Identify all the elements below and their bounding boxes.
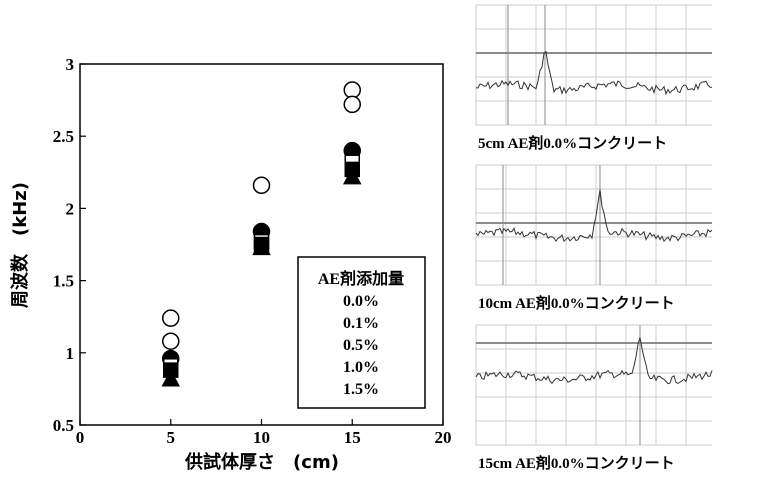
legend-label: 0.1% [343,315,379,332]
waveform [476,190,712,242]
legend-label: 0.0% [343,293,379,310]
x-axis-title: 供試体厚さ (cm) [184,451,339,473]
y-tick-label: 3 [66,55,75,74]
point [344,96,360,112]
y-tick-label: 1.5 [53,272,74,291]
waveform-caption: 10cm AE剤0.0%コンクリート [478,294,675,312]
legend-label: 1.0% [343,359,379,376]
waveform-panels: 5cm AE剤0.0%コンクリート 10cm AE剤0.0%コンクリート 15cm … [476,5,712,472]
y-tick-label: 2 [66,199,75,218]
legend-label: 1.5% [343,381,379,398]
waveform [476,52,712,94]
point [163,310,179,326]
legend-label: 0.5% [343,337,379,354]
waveform-caption: 5cm AE剤0.0%コンクリート [478,134,667,152]
point [344,82,360,98]
x-tick-label: 0 [76,428,85,447]
x-tick-label: 10 [253,428,270,447]
legend-title: AE剤添加量 [318,269,404,288]
x-tick-label: 15 [344,428,361,447]
point [163,333,179,349]
point [254,177,270,193]
figure: 周波数 (kHz) 供試体厚さ (cm) AE剤添加量 5cm AE剤0.0%コ… [0,0,757,477]
waveform [476,338,712,384]
y-tick-label: 0.5 [53,416,74,435]
x-tick-label: 5 [167,428,176,447]
x-tick-label: 20 [435,428,452,447]
y-tick-label: 2.5 [53,127,74,146]
waveform-caption: 15cm AE剤0.0%コンクリート [478,454,675,472]
y-tick-label: 1 [66,344,75,363]
y-axis-title: 周波数 (kHz) [9,182,31,308]
